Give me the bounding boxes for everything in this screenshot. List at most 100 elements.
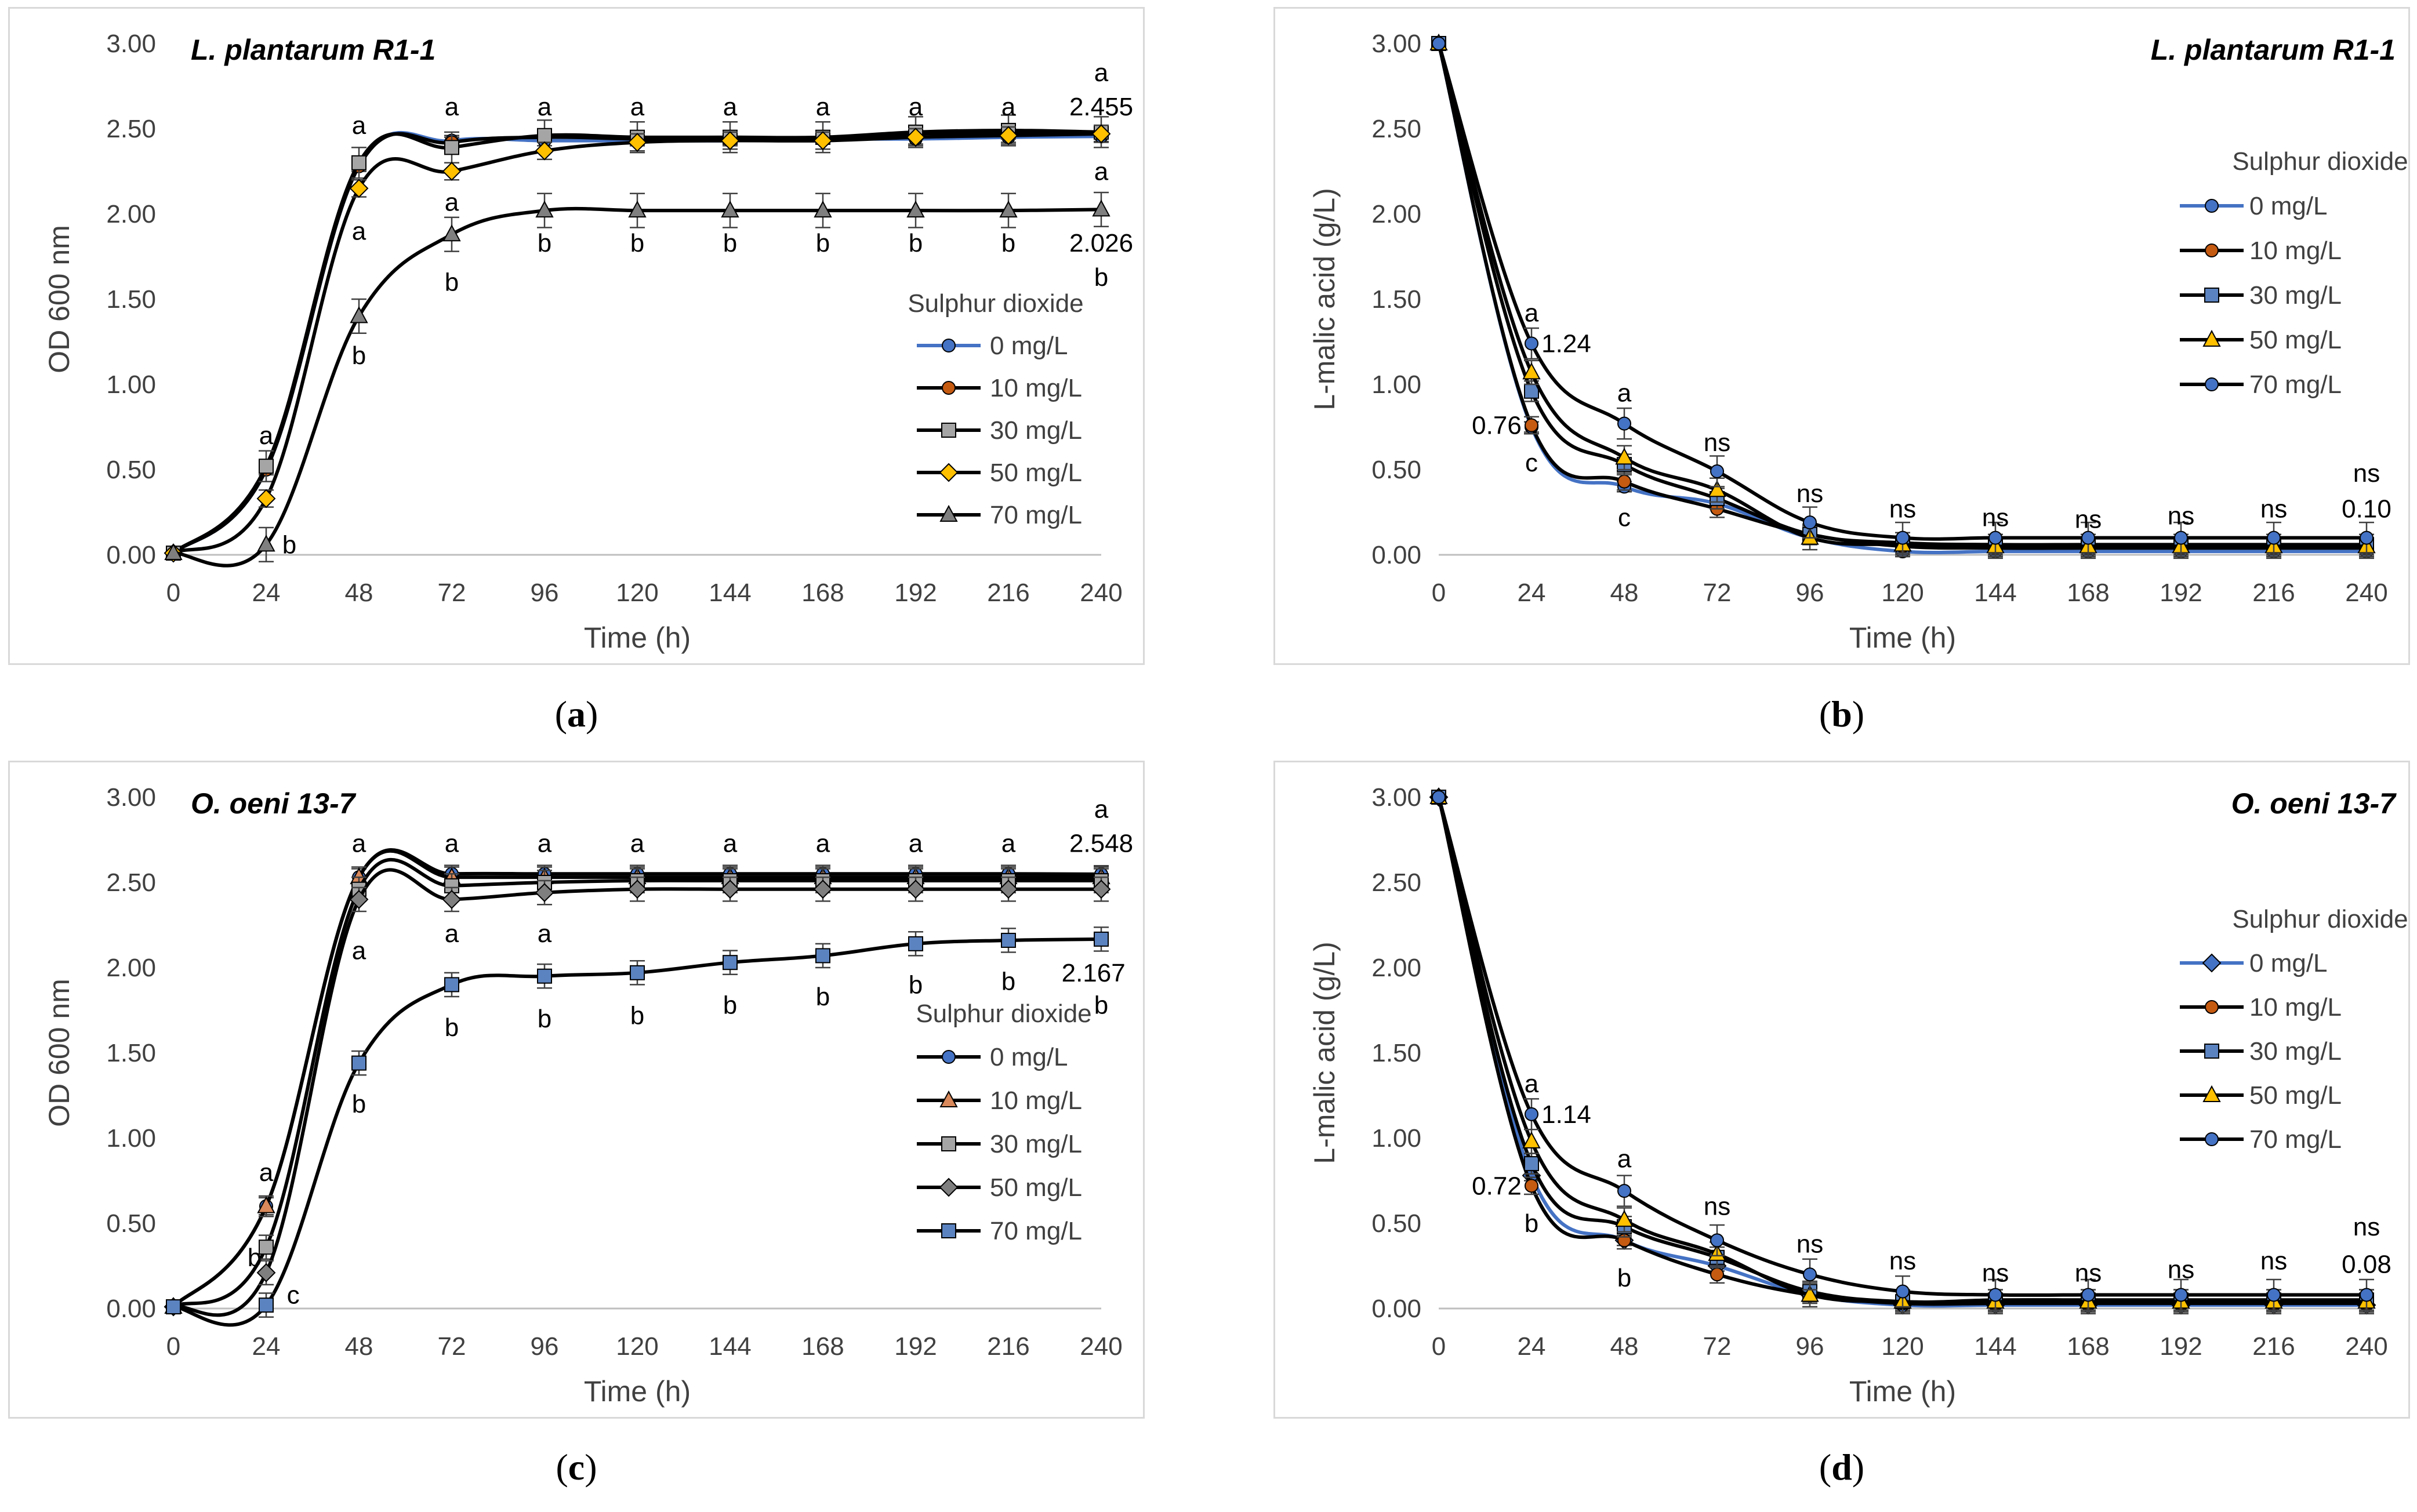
annotation-label: a xyxy=(1617,379,1632,408)
annotation-label: b xyxy=(909,971,923,999)
data-point xyxy=(442,889,462,909)
x-tick-label: 120 xyxy=(1881,579,1924,607)
y-tick-label: 0.00 xyxy=(1371,1295,1421,1323)
annotation-label: a xyxy=(445,919,459,948)
caption-letter: d xyxy=(1831,1446,1852,1488)
x-tick-label: 120 xyxy=(616,579,658,607)
x-tick-label: 0 xyxy=(1432,579,1446,607)
legend-label: 0 mg/L xyxy=(2249,192,2328,220)
chart-panel-d: 0.00 0.50 1.00 1.50 2.00 2.50 3.00 0 24 48 72 96 120… xyxy=(1273,761,2410,1419)
data-point xyxy=(166,1299,181,1315)
data-point xyxy=(1615,448,1634,465)
series-10-mg-l xyxy=(164,849,1110,1314)
caption-open: ( xyxy=(1819,693,1832,735)
data-point xyxy=(1522,1131,1541,1148)
x-axis-title: Time (h) xyxy=(584,1375,691,1408)
y-tick-label: 1.50 xyxy=(106,1039,156,1067)
x-tick-label: 216 xyxy=(2252,1332,2295,1361)
data-point xyxy=(1524,1156,1539,1172)
annotation-label: b xyxy=(352,1090,366,1118)
annotation-label: a xyxy=(259,421,274,450)
x-tick-label: 144 xyxy=(1974,1332,2016,1361)
y-tick-label: 1.00 xyxy=(1371,1124,1421,1153)
annotation-label: a xyxy=(723,93,738,121)
data-point xyxy=(720,131,740,150)
legend-title: Sulphur dioxide xyxy=(2232,147,2408,176)
data-point xyxy=(349,179,369,198)
annotation-label: a xyxy=(538,919,552,948)
x-tick-label: 96 xyxy=(531,1332,559,1361)
y-tick-label: 0.50 xyxy=(1371,456,1421,484)
data-point xyxy=(1803,1267,1817,1282)
series-70-mg-l xyxy=(1432,790,2374,1311)
y-tick-label: 2.00 xyxy=(106,200,156,228)
annotation-label: b xyxy=(723,229,737,257)
legend-label: 10 mg/L xyxy=(2249,993,2342,1022)
annotations: a b a a b a a b a b a b a b a b a b a b a 2.455 a 2.026 b xyxy=(259,59,1133,559)
chart-title: L. plantarum R1-1 xyxy=(2151,34,2396,66)
legend-marker xyxy=(942,381,956,395)
data-point xyxy=(2267,530,2281,545)
data-point xyxy=(1710,464,1724,478)
data-point xyxy=(1525,336,1538,351)
data-point xyxy=(442,224,461,242)
annotation-label: 0.76 xyxy=(1472,412,1522,440)
legend-title: Sulphur dioxide xyxy=(916,999,1091,1028)
annotation-label: b xyxy=(1001,229,1015,257)
data-point xyxy=(2081,530,2095,545)
data-point xyxy=(999,879,1018,899)
caption-letter: c xyxy=(568,1446,585,1488)
x-tick-label: 0 xyxy=(1432,1332,1446,1361)
x-tick-label: 240 xyxy=(1080,1332,1122,1361)
annotation-label: a xyxy=(352,937,366,965)
data-point xyxy=(720,879,740,899)
x-tick-label: 192 xyxy=(894,1332,937,1361)
caption-letter: b xyxy=(1831,693,1852,735)
annotation-label: 0.10 xyxy=(2342,495,2391,524)
caption-close: ) xyxy=(586,693,598,735)
data-point xyxy=(1617,474,1631,489)
legend-label: 0 mg/L xyxy=(990,1043,1068,1071)
legend-marker xyxy=(939,1090,958,1107)
data-point xyxy=(256,1263,276,1282)
legend-marker xyxy=(939,1177,959,1197)
annotation-label: 0.72 xyxy=(1472,1172,1522,1200)
caption-close: ) xyxy=(1852,1446,1865,1488)
axes: 0.00 0.50 1.00 1.50 2.00 2.50 3.00 0 24 48 72 96 120… xyxy=(1308,30,2388,654)
annotation-label: ns xyxy=(2075,1259,2102,1287)
x-tick-label: 192 xyxy=(2160,1332,2202,1361)
chart-title: L. plantarum R1-1 xyxy=(191,34,436,66)
legend-label: 30 mg/L xyxy=(2249,281,2342,310)
annotation-label: a xyxy=(1094,59,1109,87)
caption-c: (c) xyxy=(518,1446,634,1489)
chart-b: 0.00 0.50 1.00 1.50 2.00 2.50 3.00 0 24 48 72 96 120… xyxy=(1308,30,2408,654)
caption-close: ) xyxy=(585,1446,597,1488)
x-tick-label: 240 xyxy=(2345,1332,2387,1361)
legend-marker xyxy=(941,1136,956,1151)
legend-label: 70 mg/L xyxy=(2249,1125,2342,1154)
data-point xyxy=(1615,1210,1634,1227)
data-point xyxy=(1525,1107,1538,1121)
legend-marker xyxy=(939,463,959,482)
annotation-label: a xyxy=(352,217,366,245)
legend-marker xyxy=(2202,329,2221,347)
data-point xyxy=(535,201,554,218)
data-point xyxy=(442,162,462,181)
annotation-label: a xyxy=(538,93,552,121)
data-point xyxy=(813,131,833,150)
annotation-label: ns xyxy=(1797,479,1823,508)
annotation-label: ns xyxy=(2168,1255,2194,1284)
annotation-label: a xyxy=(1001,829,1016,857)
annotation-label: b xyxy=(1094,991,1108,1020)
y-tick-label: 0.00 xyxy=(106,541,156,569)
x-tick-label: 48 xyxy=(345,1332,373,1361)
annotation-label: b xyxy=(909,229,923,257)
series-line xyxy=(173,937,1102,1327)
annotation-label: b xyxy=(445,1013,459,1042)
axes: 0.00 0.50 1.00 1.50 2.00 2.50 3.00 0 24 48 72 96 120… xyxy=(43,783,1123,1408)
data-point xyxy=(1988,530,2002,545)
series-70-mg-l xyxy=(164,191,1110,568)
annotation-label: a xyxy=(909,93,923,121)
